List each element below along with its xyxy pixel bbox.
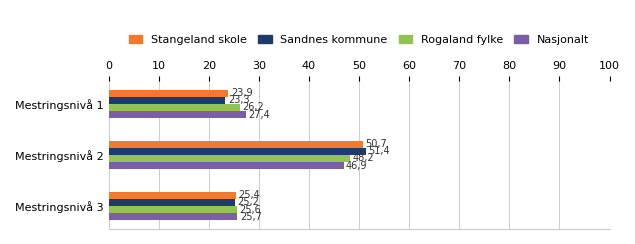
Bar [109,213,237,220]
Bar [109,206,237,213]
Text: 48,2: 48,2 [352,153,374,163]
Bar [109,97,225,104]
Text: 23,3: 23,3 [228,95,250,105]
Bar [109,199,235,206]
Text: 25,2: 25,2 [237,197,259,207]
Bar [109,148,366,155]
Text: 25,4: 25,4 [238,190,260,200]
Bar [109,104,240,111]
Text: 26,2: 26,2 [243,102,264,112]
Text: 51,4: 51,4 [368,146,390,156]
Text: 25,7: 25,7 [240,212,262,222]
Bar [109,111,246,118]
Bar [109,141,363,148]
Text: 50,7: 50,7 [365,139,387,149]
Bar [109,192,236,199]
Legend: Stangeland skole, Sandnes kommune, Rogaland fylke, Nasjonalt: Stangeland skole, Sandnes kommune, Rogal… [124,30,594,49]
Text: 27,4: 27,4 [248,110,270,120]
Bar [109,162,344,169]
Text: 46,9: 46,9 [346,161,368,171]
Bar [109,90,229,97]
Bar [109,155,350,162]
Text: 23,9: 23,9 [231,88,253,98]
Text: 25,6: 25,6 [239,204,261,214]
